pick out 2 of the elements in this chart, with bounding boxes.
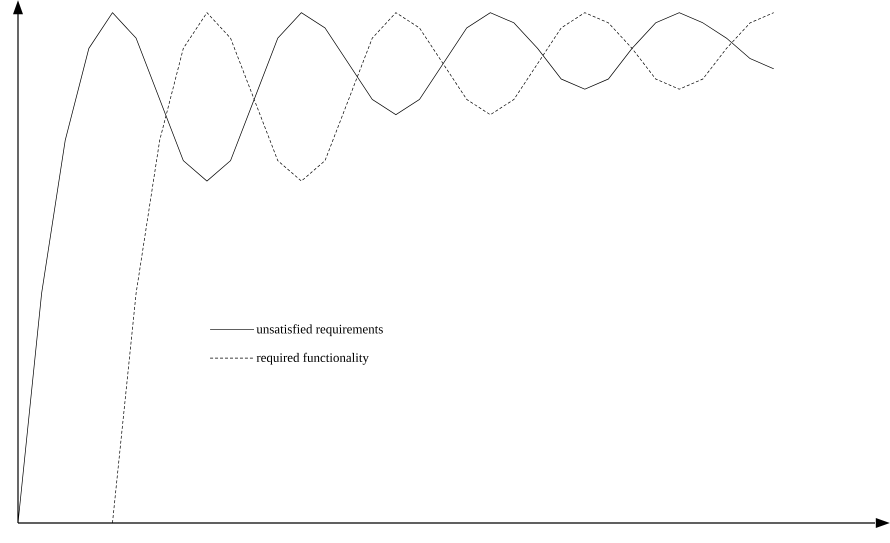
- legend-label: required functionality: [256, 352, 369, 365]
- legend-label: unsatisfied requirements: [256, 324, 383, 336]
